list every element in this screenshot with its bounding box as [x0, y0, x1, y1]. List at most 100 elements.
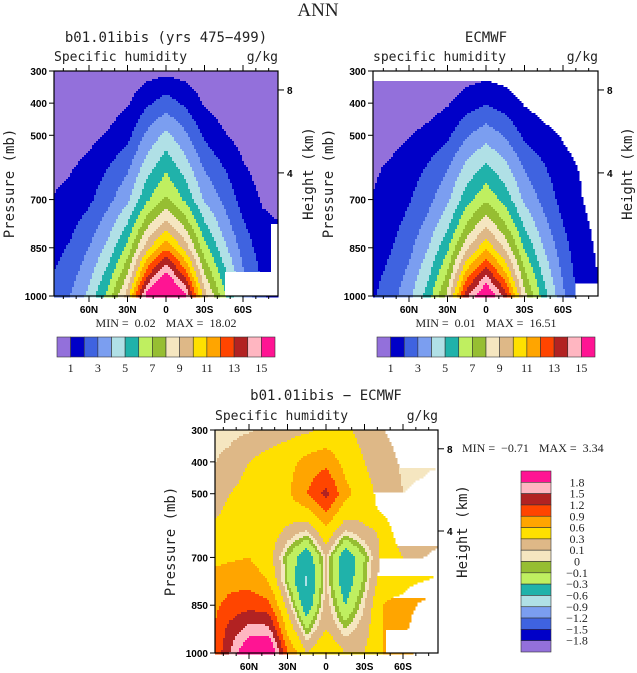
contour-band [439, 293, 448, 296]
contour-band [156, 187, 177, 190]
contour-band [226, 267, 235, 270]
contour-band [194, 175, 209, 178]
contour-band [76, 279, 91, 282]
contour-band [295, 600, 302, 603]
contour-band [212, 255, 221, 258]
contour-band [429, 279, 438, 282]
contour-band [341, 590, 352, 593]
contour-band [353, 544, 362, 547]
contour-band [148, 129, 185, 132]
contour-band [533, 187, 554, 190]
contour-band [136, 123, 153, 126]
contour-band [226, 211, 241, 214]
contour-band [385, 163, 428, 166]
contour-band [297, 462, 340, 465]
contour-band [180, 103, 203, 106]
contour-band [132, 247, 139, 250]
contour-band [367, 592, 376, 595]
contour-band [397, 231, 420, 234]
contour-band [242, 155, 279, 158]
contour-band [333, 580, 340, 583]
colorbar-label: 1.8 [570, 475, 585, 489]
contour-band [495, 267, 504, 270]
contour-band [158, 271, 175, 274]
contour-band [317, 474, 332, 477]
contour-band [160, 201, 173, 204]
colorbar-swatch [567, 336, 582, 358]
contour-band [519, 267, 526, 270]
contour-band [124, 267, 131, 270]
contour-band [319, 554, 322, 557]
contour-band [363, 568, 368, 571]
contour-band [235, 636, 250, 639]
contour-band [120, 257, 129, 260]
contour-band [345, 474, 370, 477]
contour-band [469, 181, 504, 184]
contour-band [188, 281, 193, 284]
contour-band [104, 213, 121, 216]
contour-band [289, 600, 292, 603]
contour-band [329, 540, 336, 543]
contour-band [156, 119, 177, 122]
contour-band [192, 225, 199, 228]
contour-band [142, 85, 191, 88]
height-tick-label: 8 [287, 86, 293, 97]
contour-band [373, 109, 444, 112]
contour-band [449, 103, 524, 106]
contour-band [409, 261, 424, 264]
contour-band [327, 568, 330, 571]
contour-band [206, 261, 215, 264]
colorbar-swatch [124, 336, 140, 358]
contour-band [513, 265, 520, 268]
contour-band [323, 566, 326, 569]
contour-band [447, 169, 462, 172]
contour-band [54, 251, 65, 254]
contour-band [223, 642, 234, 645]
contour-band [377, 179, 420, 182]
contour-band [485, 227, 488, 230]
contour-band [194, 257, 201, 260]
contour-band [317, 614, 322, 617]
contour-band [273, 592, 282, 595]
contour-band [319, 590, 324, 593]
contour-band [96, 265, 109, 268]
contour-band [170, 267, 177, 270]
contour-band [439, 187, 454, 190]
contour-band [377, 532, 394, 535]
contour-band [341, 612, 352, 615]
contour-band [277, 646, 282, 649]
contour-band [389, 159, 432, 162]
contour-band [110, 125, 137, 128]
contour-band [319, 638, 334, 641]
contour-band [369, 626, 384, 629]
contour-band [192, 193, 203, 196]
contour-band [501, 285, 508, 288]
contour-band [545, 165, 578, 168]
contour-band [208, 143, 235, 146]
contour-band [413, 249, 428, 252]
contour-band [90, 281, 101, 284]
contour-band [164, 153, 169, 156]
contour-band [54, 109, 125, 112]
contour-band [136, 259, 143, 262]
contour-band [299, 532, 310, 535]
contour-band [54, 285, 75, 288]
contour-band [369, 624, 384, 627]
contour-band [537, 259, 548, 262]
contour-band [421, 127, 456, 130]
contour-band [507, 283, 512, 286]
contour-band [215, 448, 226, 451]
min-max-readout: MIN = 0.01 MAX = 16.51 [416, 316, 557, 330]
contour-band [347, 598, 358, 601]
contour-band [54, 79, 153, 82]
colorbar-swatch [520, 482, 552, 494]
contour-band [72, 171, 107, 174]
contour-band [204, 269, 211, 272]
contour-band [369, 580, 378, 583]
contour-band [54, 173, 71, 176]
contour-band [174, 247, 183, 250]
contour-band [102, 279, 111, 282]
contour-band [517, 277, 522, 280]
contour-band [463, 211, 476, 214]
x-tick-label: 30N [438, 305, 456, 316]
